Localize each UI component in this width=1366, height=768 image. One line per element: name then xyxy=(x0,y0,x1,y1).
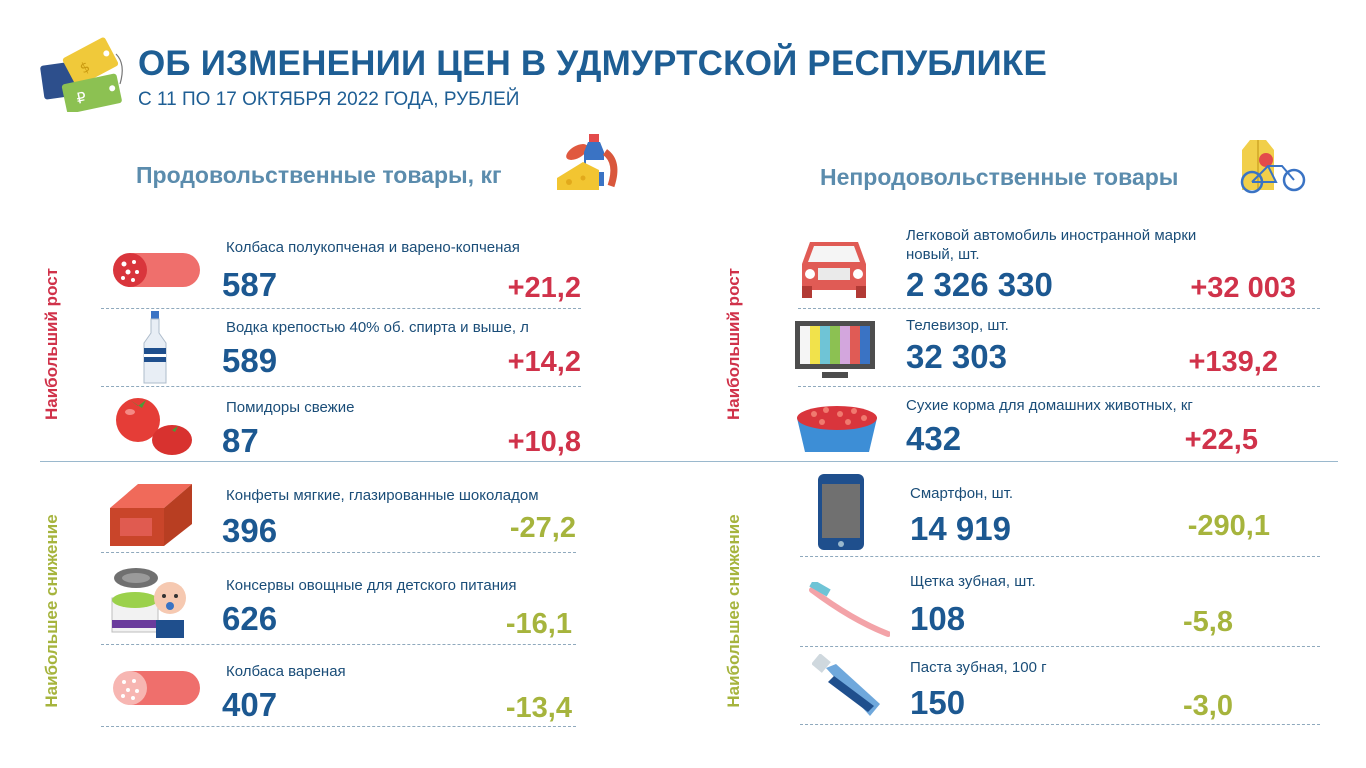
item-separator xyxy=(800,646,1320,647)
food-growth-label: Наибольший рост xyxy=(42,267,61,421)
item-separator xyxy=(101,308,581,309)
item-price: 587 xyxy=(222,266,278,303)
item-separator xyxy=(101,644,576,645)
item-name: Колбаса полукопченая и варено-копченая xyxy=(226,239,520,256)
item-name: Конфеты мягкие, глазированные шоколадом xyxy=(226,487,539,504)
item-name: Консервы овощные для детского питания xyxy=(226,577,517,594)
pet-food-bowl-icon xyxy=(797,406,877,452)
page-title: ОБ ИЗМЕНЕНИИ ЦЕН В УДМУРТСКОЙ РЕСПУБЛИКЕ xyxy=(138,44,1047,83)
food-decline-label: Наибольшее снижение xyxy=(42,514,61,708)
svg-text:₽: ₽ xyxy=(75,88,89,108)
item-price: 2 326 330 xyxy=(906,266,1053,303)
item-change: +10,8 xyxy=(507,426,581,458)
item-name: Колбаса вареная xyxy=(226,663,346,680)
item-name-line2: новый, шт. xyxy=(906,246,980,263)
item-name: Помидоры свежие xyxy=(226,399,355,416)
item-price: 32 303 xyxy=(906,338,1007,375)
item-name: Легковой автомобиль иностранной марки xyxy=(906,227,1197,244)
vodka-bottle-icon xyxy=(143,311,167,384)
item-name: Сухие корма для домашних животных, кг xyxy=(906,397,1193,414)
item-change: -3,0 xyxy=(1183,690,1233,722)
item-separator xyxy=(101,726,576,727)
item-price: 396 xyxy=(222,512,278,549)
candy-bar-icon xyxy=(110,484,192,546)
item-separator xyxy=(798,386,1320,387)
item-separator xyxy=(101,386,581,387)
item-price: 432 xyxy=(906,420,962,457)
item-separator xyxy=(800,724,1320,725)
item-name: Паста зубная, 100 г xyxy=(910,659,1047,676)
item-change: +22,5 xyxy=(1184,424,1258,456)
nonfood-growth-label: Наибольший рост xyxy=(724,267,743,421)
item-change: -5,8 xyxy=(1183,606,1233,638)
item-change: -13,4 xyxy=(505,692,572,724)
item-change: -27,2 xyxy=(509,512,576,544)
price-tags-logo-icon: $ ₽ xyxy=(40,37,123,112)
nonfood-decline-label: Наибольшее снижение xyxy=(724,514,743,708)
item-price: 14 919 xyxy=(910,510,1011,547)
toothpaste-icon xyxy=(812,654,880,716)
nonfood-section-title: Непродовольственные товары xyxy=(820,164,1179,190)
item-price: 150 xyxy=(910,684,966,721)
tomatoes-icon xyxy=(116,398,192,455)
item-price: 407 xyxy=(222,686,278,723)
item-price: 87 xyxy=(222,422,259,459)
item-change: -290,1 xyxy=(1187,510,1270,542)
sausage-icon xyxy=(113,253,200,287)
groceries-icon xyxy=(557,134,618,190)
item-change: +32 003 xyxy=(1190,272,1296,304)
car-icon xyxy=(802,242,866,298)
item-change: +139,2 xyxy=(1188,346,1278,378)
item-separator xyxy=(101,552,576,553)
item-price: 589 xyxy=(222,342,278,379)
section-divider xyxy=(40,461,1338,462)
item-change: +21,2 xyxy=(507,272,581,304)
smartphone-icon xyxy=(818,474,864,550)
baby-food-can-icon xyxy=(111,568,186,638)
boiled-sausage-icon xyxy=(113,671,200,705)
item-price: 626 xyxy=(222,600,278,637)
item-price: 108 xyxy=(910,600,966,637)
item-change: -16,1 xyxy=(505,608,572,640)
tv-icon xyxy=(795,321,875,378)
item-name: Щетка зубная, шт. xyxy=(910,573,1036,590)
item-name: Смартфон, шт. xyxy=(910,485,1014,502)
item-change: +14,2 xyxy=(507,346,581,378)
clothes-bicycle-icon xyxy=(1240,140,1306,194)
item-separator xyxy=(800,556,1320,557)
page-subtitle: С 11 ПО 17 ОКТЯБРЯ 2022 ГОДА, РУБЛЕЙ xyxy=(138,89,520,110)
item-name: Водка крепостью 40% об. спирта и выше, л xyxy=(226,319,529,336)
toothbrush-icon xyxy=(809,582,890,637)
food-section-title: Продовольственные товары, кг xyxy=(136,162,502,188)
item-name: Телевизор, шт. xyxy=(906,317,1009,334)
item-separator xyxy=(798,308,1320,309)
